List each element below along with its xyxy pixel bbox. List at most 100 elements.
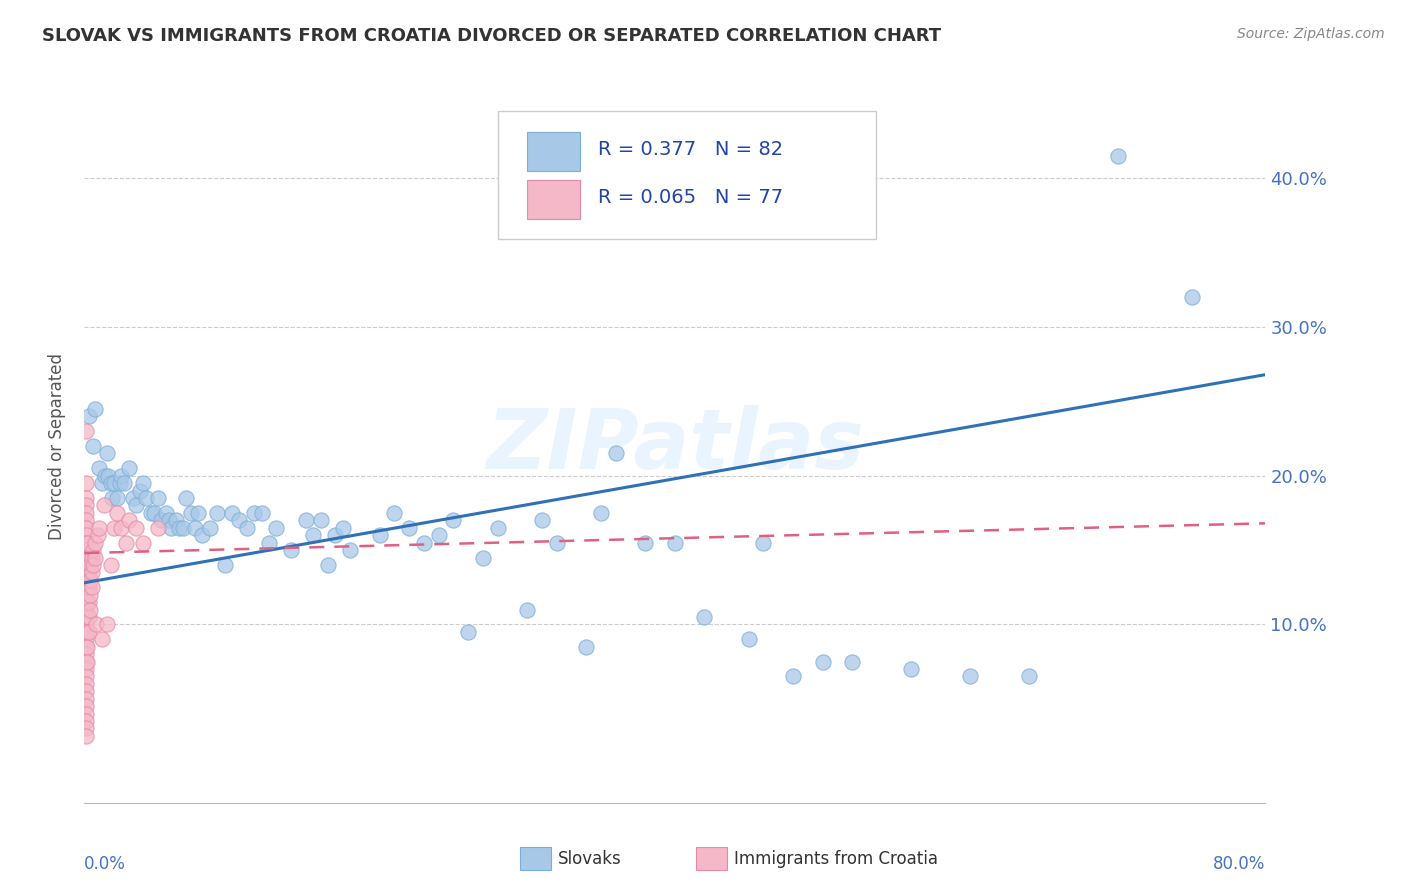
Point <box>900 662 922 676</box>
Point <box>811 655 834 669</box>
Point <box>184 521 207 535</box>
Point <box>122 491 145 505</box>
Point <box>332 521 354 535</box>
Point <box>125 499 148 513</box>
Point <box>75 714 97 728</box>
Point <box>76 655 98 669</box>
Point <box>77 550 100 565</box>
Point <box>100 558 122 572</box>
Point <box>101 491 124 505</box>
Point <box>75 513 97 527</box>
Point <box>1018 669 1040 683</box>
Point <box>76 550 98 565</box>
Point <box>75 476 97 491</box>
Point <box>155 506 177 520</box>
Point <box>167 521 190 535</box>
Point <box>75 617 97 632</box>
Point <box>75 624 97 639</box>
Point <box>76 580 98 594</box>
Point <box>103 476 125 491</box>
Point <box>97 468 120 483</box>
Point <box>82 558 104 572</box>
Point <box>110 468 132 483</box>
Point <box>80 550 103 565</box>
Point <box>77 566 100 580</box>
Point <box>323 528 347 542</box>
Point <box>93 499 115 513</box>
Point <box>75 706 97 721</box>
Point <box>129 483 152 498</box>
Point <box>75 588 97 602</box>
Point <box>94 468 117 483</box>
Point <box>103 521 125 535</box>
Point <box>75 580 97 594</box>
Point <box>664 535 686 549</box>
Text: 80.0%: 80.0% <box>1213 855 1265 873</box>
Point <box>110 521 132 535</box>
Point <box>76 624 98 639</box>
Point <box>191 528 214 542</box>
Point <box>782 669 804 683</box>
Point <box>77 595 100 609</box>
Point <box>75 632 97 647</box>
Point <box>76 640 98 654</box>
Point <box>112 476 135 491</box>
Point <box>75 491 97 505</box>
Point <box>82 439 104 453</box>
Point <box>575 640 598 654</box>
Point <box>75 691 97 706</box>
Point <box>441 513 464 527</box>
Point <box>1181 290 1204 304</box>
Point <box>75 610 97 624</box>
Text: Slovaks: Slovaks <box>558 850 621 868</box>
Point <box>80 566 103 580</box>
Point <box>118 461 141 475</box>
Point <box>139 506 162 520</box>
Text: Source: ZipAtlas.com: Source: ZipAtlas.com <box>1237 27 1385 41</box>
Point <box>75 535 97 549</box>
Text: SLOVAK VS IMMIGRANTS FROM CROATIA DIVORCED OR SEPARATED CORRELATION CHART: SLOVAK VS IMMIGRANTS FROM CROATIA DIVORC… <box>42 27 941 45</box>
Point <box>77 409 100 424</box>
Point <box>205 506 228 520</box>
Point <box>79 558 101 572</box>
Point <box>264 521 288 535</box>
Point <box>75 595 97 609</box>
Point <box>959 669 981 683</box>
Point <box>75 521 97 535</box>
Point <box>76 595 98 609</box>
Point <box>75 722 97 736</box>
Point <box>530 513 553 527</box>
Point <box>160 521 183 535</box>
Point <box>591 506 613 520</box>
Point <box>108 476 131 491</box>
Point <box>75 699 97 714</box>
Point <box>165 513 187 527</box>
Point <box>142 506 165 520</box>
FancyBboxPatch shape <box>527 180 581 219</box>
Point <box>75 528 97 542</box>
Point <box>752 535 775 549</box>
Point <box>91 632 114 647</box>
Point <box>75 662 97 676</box>
Point <box>250 506 273 520</box>
Point <box>693 610 716 624</box>
Point <box>75 550 97 565</box>
Text: R = 0.065   N = 77: R = 0.065 N = 77 <box>598 188 783 207</box>
Point <box>339 543 361 558</box>
Point <box>77 610 100 624</box>
Point <box>76 535 98 549</box>
Point <box>214 558 236 572</box>
Point <box>180 506 202 520</box>
Point <box>75 424 97 438</box>
Point <box>100 476 122 491</box>
Point <box>148 491 170 505</box>
Point <box>295 513 318 527</box>
Point <box>83 550 105 565</box>
Point <box>172 521 194 535</box>
Point <box>841 655 863 669</box>
Point <box>516 602 538 616</box>
Point <box>738 632 761 647</box>
Point <box>228 513 250 527</box>
Point <box>75 647 97 661</box>
Point <box>316 558 339 572</box>
